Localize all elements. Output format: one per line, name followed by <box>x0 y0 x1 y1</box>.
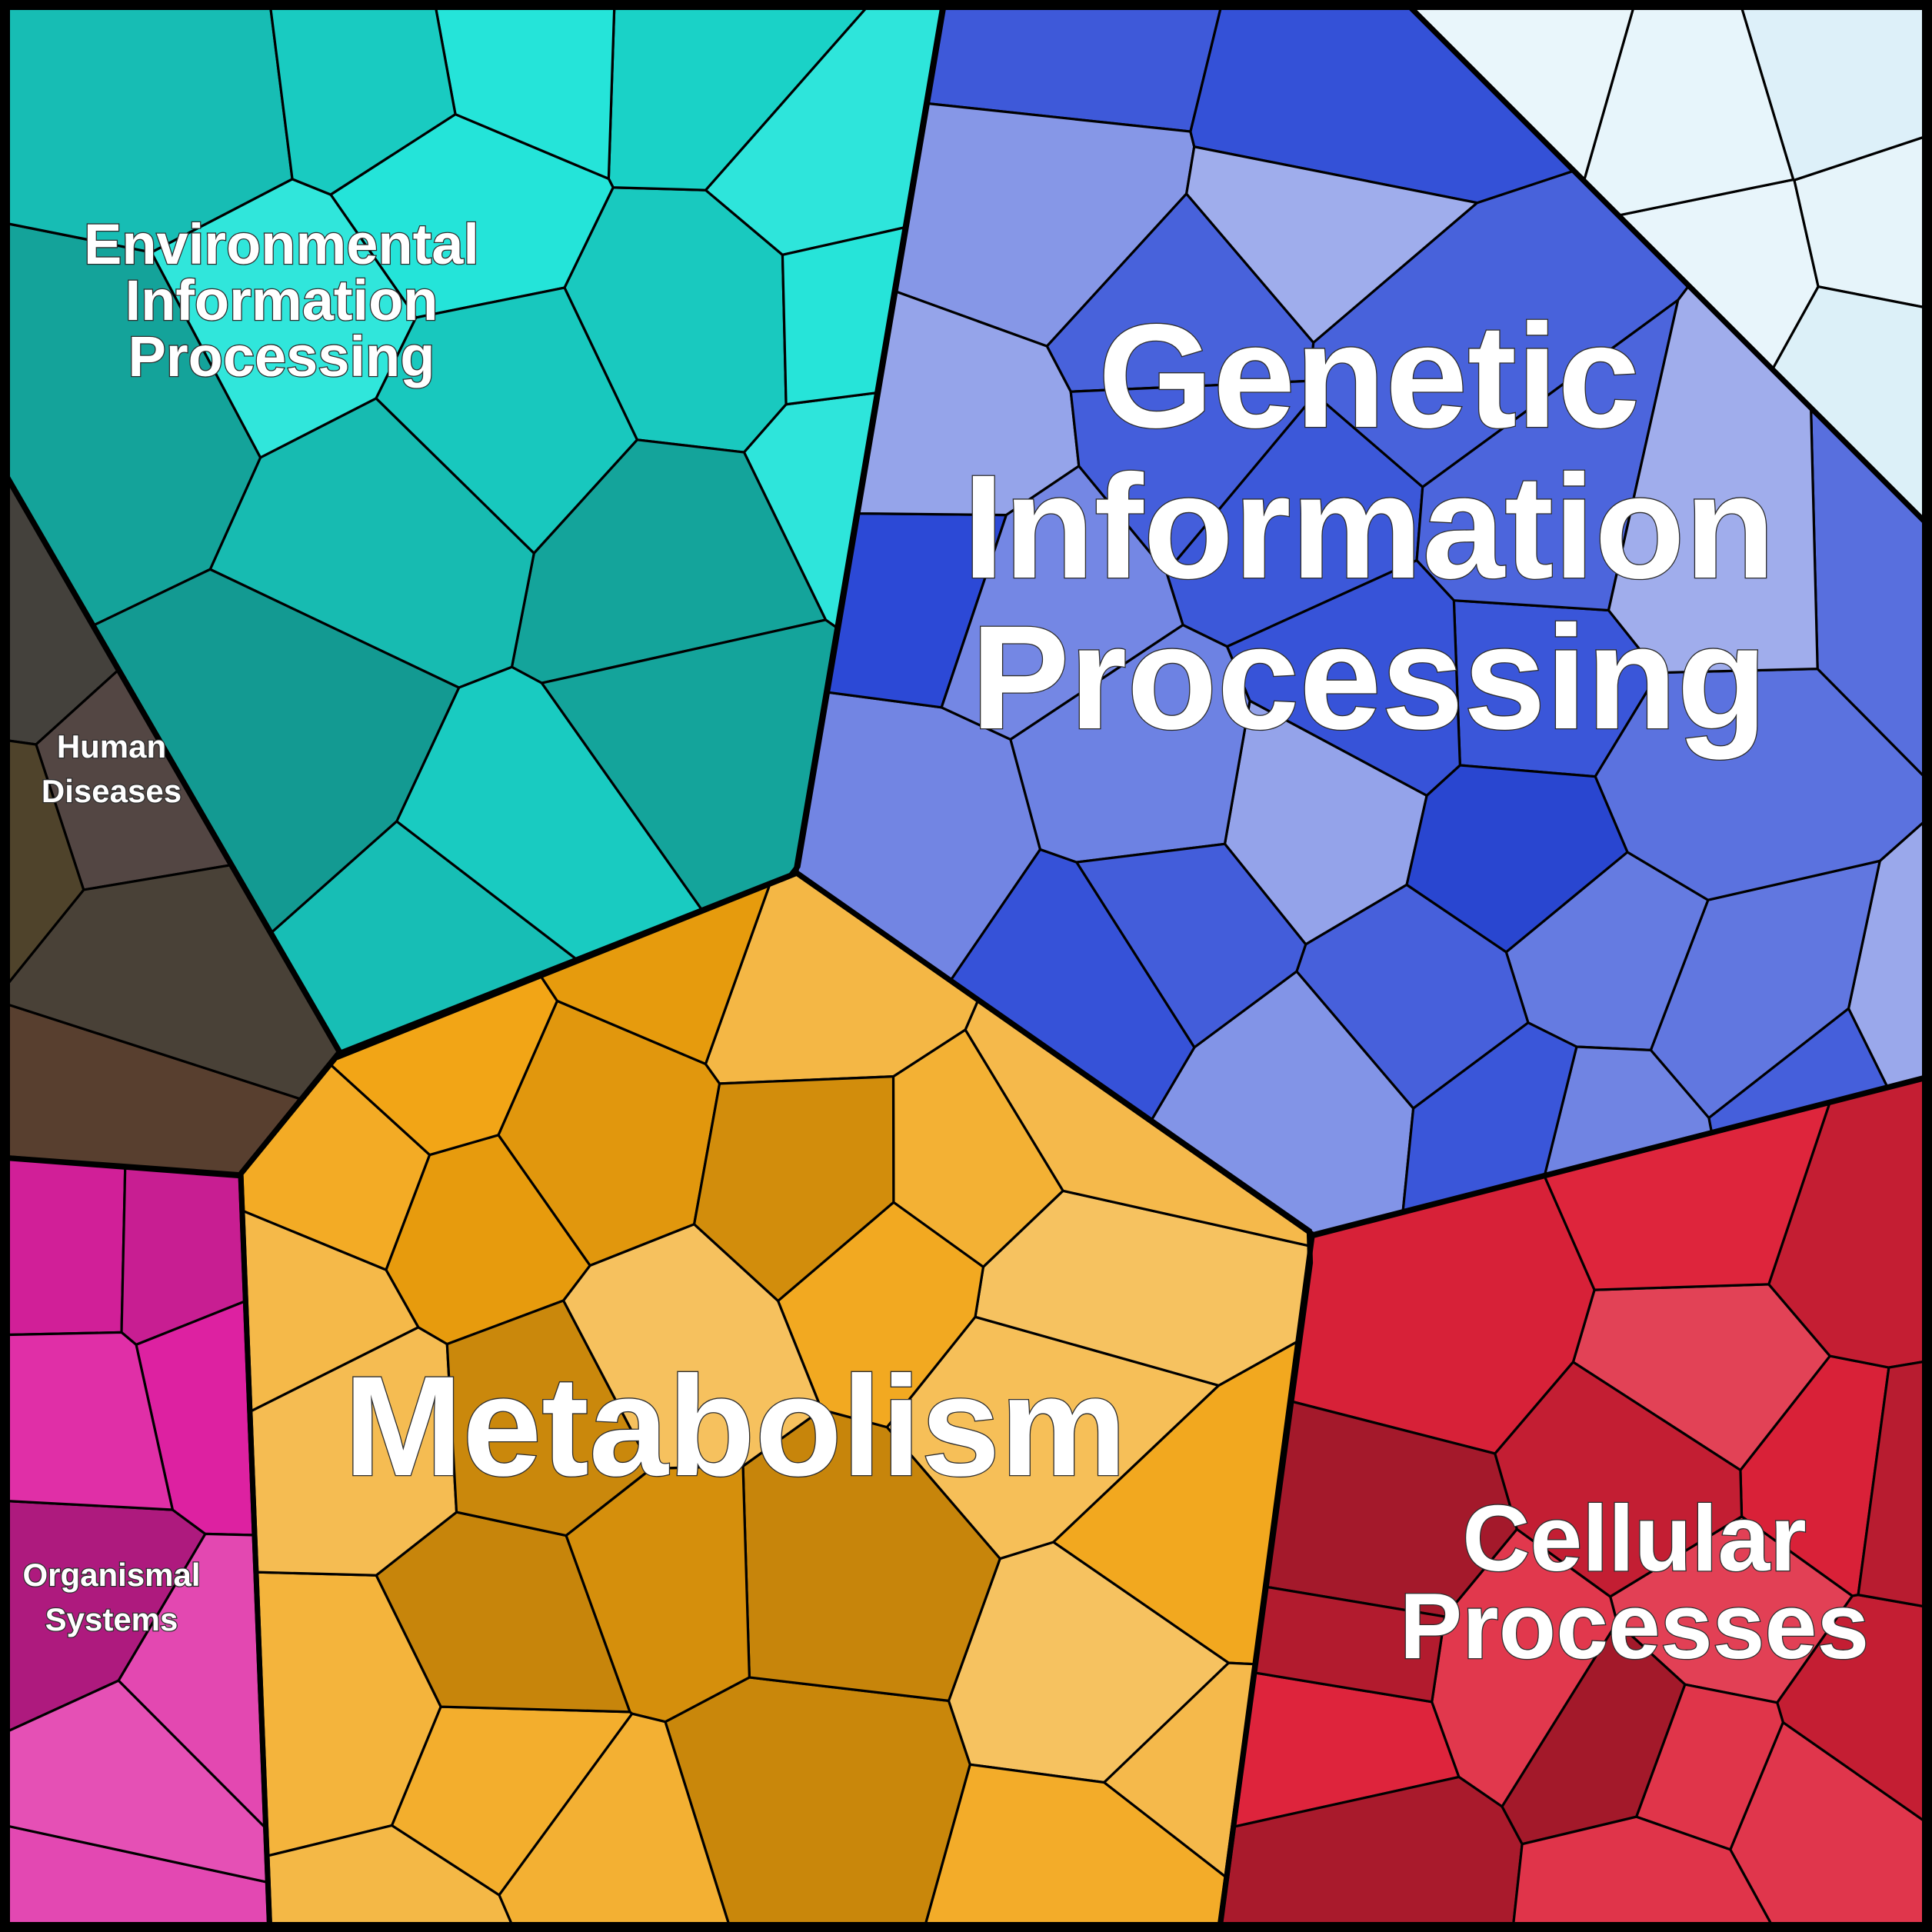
svg-text:Processes: Processes <box>1400 1574 1869 1678</box>
svg-text:Processing: Processing <box>128 325 435 388</box>
svg-text:Genetic: Genetic <box>1098 293 1640 458</box>
svg-text:Systems: Systems <box>45 1601 178 1637</box>
svg-text:Information: Information <box>125 268 438 332</box>
svg-text:Processing: Processing <box>971 595 1767 760</box>
svg-text:Organismal: Organismal <box>22 1557 200 1593</box>
svg-text:Human: Human <box>57 728 166 764</box>
svg-text:Information: Information <box>963 444 1775 609</box>
svg-text:Diseases: Diseases <box>42 773 182 809</box>
svg-text:Environmental: Environmental <box>84 212 479 276</box>
svg-text:Metabolism: Metabolism <box>344 1347 1127 1506</box>
